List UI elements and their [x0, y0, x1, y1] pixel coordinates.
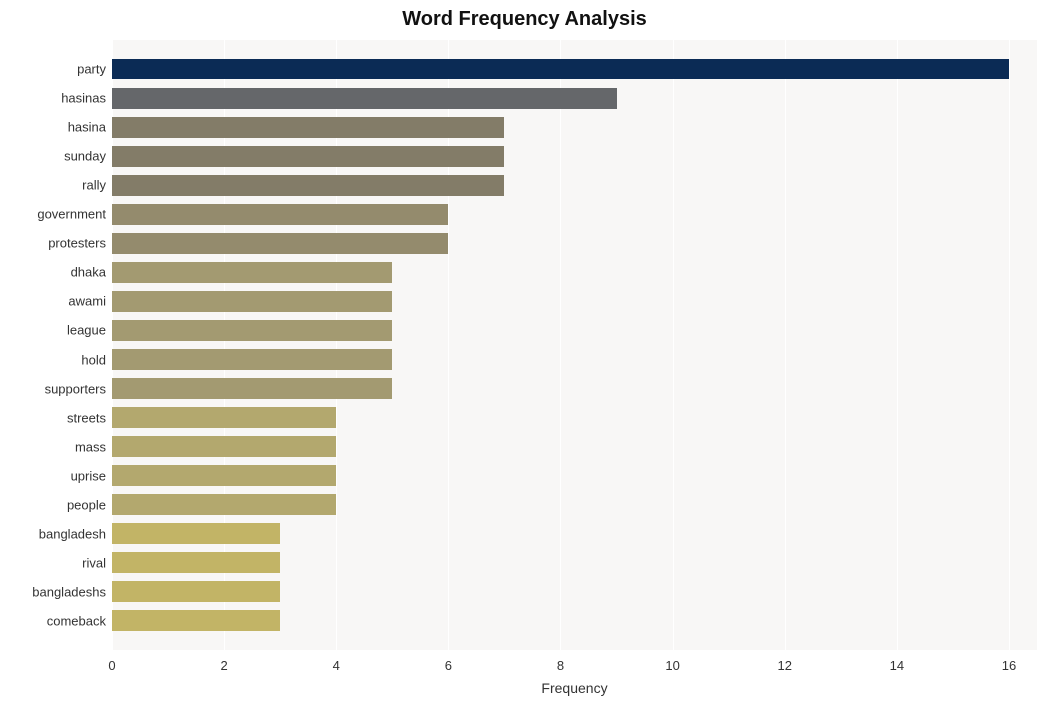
- bar: [112, 291, 392, 312]
- gridline: [897, 40, 898, 650]
- bar: [112, 146, 504, 167]
- y-tick-label: awami: [68, 294, 112, 309]
- bar: [112, 610, 280, 631]
- y-tick-label: streets: [67, 410, 112, 425]
- plot-area: 0246810121416partyhasinashasinasundayral…: [112, 40, 1037, 650]
- x-tick-label: 14: [890, 650, 904, 673]
- x-tick-label: 2: [220, 650, 227, 673]
- bar: [112, 59, 1009, 80]
- bar: [112, 204, 448, 225]
- bar: [112, 552, 280, 573]
- y-tick-label: comeback: [47, 613, 112, 628]
- x-tick-label: 4: [333, 650, 340, 673]
- bar: [112, 320, 392, 341]
- gridline: [1009, 40, 1010, 650]
- y-tick-label: league: [67, 323, 112, 338]
- y-tick-label: party: [77, 62, 112, 77]
- y-tick-label: bangladesh: [39, 526, 112, 541]
- bar: [112, 407, 336, 428]
- x-tick-label: 0: [108, 650, 115, 673]
- bar: [112, 175, 504, 196]
- bar: [112, 88, 617, 109]
- bar: [112, 117, 504, 138]
- y-tick-label: protesters: [48, 236, 112, 251]
- y-tick-label: rival: [82, 555, 112, 570]
- y-tick-label: hasinas: [61, 91, 112, 106]
- x-tick-label: 6: [445, 650, 452, 673]
- x-tick-label: 10: [665, 650, 679, 673]
- bar: [112, 436, 336, 457]
- y-tick-label: hasina: [68, 120, 112, 135]
- gridline: [560, 40, 561, 650]
- chart-figure: Word Frequency Analysis 0246810121416par…: [0, 0, 1049, 701]
- gridline: [785, 40, 786, 650]
- x-axis-label: Frequency: [541, 680, 607, 696]
- bar: [112, 581, 280, 602]
- y-tick-label: hold: [81, 352, 112, 367]
- gridline: [673, 40, 674, 650]
- bar: [112, 465, 336, 486]
- x-tick-label: 12: [777, 650, 791, 673]
- chart-title: Word Frequency Analysis: [0, 8, 1049, 31]
- y-tick-label: sunday: [64, 149, 112, 164]
- y-tick-label: uprise: [71, 468, 112, 483]
- y-tick-label: supporters: [45, 381, 112, 396]
- bar: [112, 523, 280, 544]
- y-tick-label: dhaka: [71, 265, 112, 280]
- y-tick-label: people: [67, 497, 112, 512]
- x-tick-label: 8: [557, 650, 564, 673]
- y-tick-label: rally: [82, 178, 112, 193]
- bar: [112, 262, 392, 283]
- bar: [112, 349, 392, 370]
- y-tick-label: mass: [75, 439, 112, 454]
- x-tick-label: 16: [1002, 650, 1016, 673]
- y-tick-label: bangladeshs: [32, 584, 112, 599]
- bar: [112, 378, 392, 399]
- bar: [112, 494, 336, 515]
- y-tick-label: government: [37, 207, 112, 222]
- bar: [112, 233, 448, 254]
